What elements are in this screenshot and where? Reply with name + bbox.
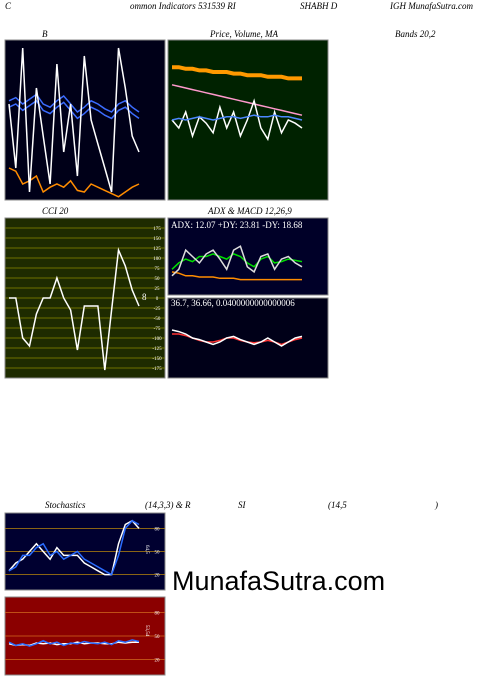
- y-tick-label: -100: [152, 337, 162, 342]
- y-tick-label: 150: [153, 237, 161, 242]
- series-line: [171, 271, 302, 281]
- series-line: [8, 47, 140, 193]
- last-value: 64,5: [144, 545, 149, 554]
- macd-values: 36.7, 36.66, 0.0400000000000006: [171, 298, 295, 308]
- y-tick-label: 50: [155, 551, 161, 556]
- series-line: [8, 639, 140, 647]
- last-value: 53,54: [144, 625, 149, 637]
- series-line: [172, 65, 302, 81]
- label: B: [42, 29, 48, 39]
- panel: [167, 217, 329, 296]
- label: Bands 20,2: [395, 29, 436, 39]
- y-tick-label: 50: [155, 277, 161, 282]
- y-tick-label: -25: [154, 307, 161, 312]
- y-tick-label: -175: [152, 367, 162, 372]
- label: (14,3,3) & R: [145, 500, 191, 510]
- series-line: [171, 329, 303, 347]
- y-tick-label: -125: [152, 347, 162, 352]
- label: SI: [238, 500, 247, 510]
- series-line: [171, 114, 303, 121]
- header: ommon Indicators 531539 RI: [130, 1, 237, 11]
- series-line: [171, 84, 303, 116]
- series-line: [8, 519, 140, 576]
- y-tick-label: 100: [153, 257, 161, 262]
- adx-values: ADX: 12.07 +DY: 23.81 -DY: 18.68: [171, 220, 303, 230]
- y-tick-label: 125: [153, 247, 161, 252]
- last-value: 8: [142, 292, 147, 302]
- y-tick-label: 25: [155, 287, 161, 292]
- y-tick-label: -150: [152, 357, 162, 362]
- watermark: MunafaSutra.com: [172, 566, 385, 596]
- series-line: [171, 98, 303, 142]
- label: CCI 20: [42, 206, 69, 216]
- label: Price, Volume, MA: [209, 29, 278, 39]
- y-tick-label: 0: [156, 297, 159, 302]
- y-tick-label: 80: [155, 527, 161, 532]
- label: ): [434, 500, 438, 510]
- y-tick-label: 20: [155, 658, 161, 663]
- y-tick-label: -50: [154, 317, 161, 322]
- y-tick-label: 50: [155, 635, 161, 640]
- label: Stochastics: [45, 500, 86, 510]
- y-tick-label: 20: [155, 574, 161, 579]
- series-line: [9, 247, 140, 371]
- y-tick-label: -75: [154, 327, 161, 332]
- header: IGH MunafaSutra.com: [389, 1, 473, 11]
- y-tick-label: 75: [155, 267, 161, 272]
- y-tick-label: 80: [155, 612, 161, 617]
- label: ADX & MACD 12,26,9: [207, 206, 292, 216]
- header: C: [5, 1, 12, 11]
- series-line: [8, 93, 140, 114]
- y-tick-label: 175: [153, 227, 161, 232]
- header: SHABH D: [300, 1, 338, 11]
- series-line: [8, 99, 140, 120]
- series-line: [171, 245, 303, 277]
- series-line: [8, 519, 140, 576]
- label: (14,5: [328, 500, 347, 510]
